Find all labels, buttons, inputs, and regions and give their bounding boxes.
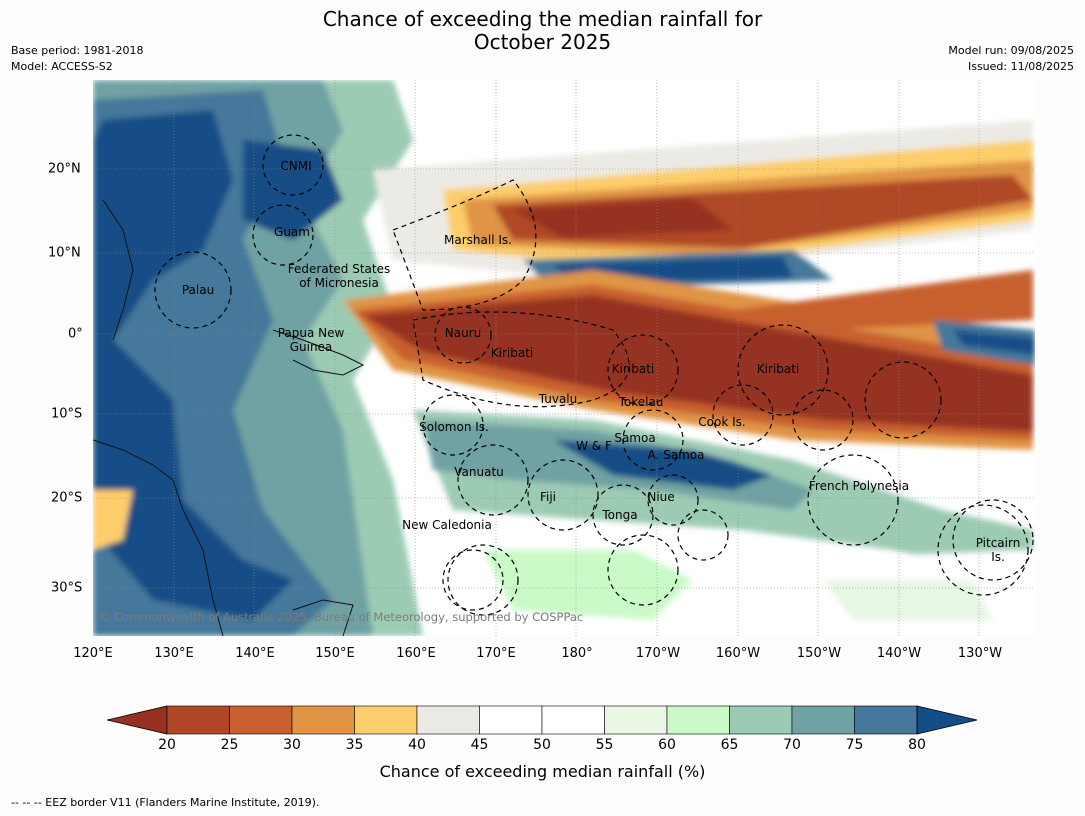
region-label-cnmi: CNMI xyxy=(280,159,312,173)
lon-label: 120°E xyxy=(73,646,113,661)
region-label-png-2: Guinea xyxy=(289,340,333,354)
rainfall-map xyxy=(93,80,1035,636)
lat-label: 20°N xyxy=(48,161,81,177)
colorbar-tick-label: 25 xyxy=(220,737,239,753)
colorbar-cell xyxy=(416,705,480,735)
colorbar-tick-label: 65 xyxy=(720,737,739,753)
lat-label: 0° xyxy=(68,326,83,342)
eez-footnote: -- -- -- EEZ border V11 (Flanders Marine… xyxy=(11,796,320,809)
coastlines xyxy=(93,199,365,636)
base-period: Base period: 1981-2018 xyxy=(11,44,144,57)
lat-label: 20°S xyxy=(51,490,83,506)
lon-label: 130°W xyxy=(957,646,1003,661)
colorbar xyxy=(107,705,978,735)
region-label-tonga: Tonga xyxy=(602,508,638,522)
colorbar-cell xyxy=(729,705,793,735)
colorbar-cell xyxy=(479,705,543,735)
region-label-samoa: Samoa xyxy=(614,431,656,445)
map-title: Chance of exceeding the median rainfall … xyxy=(0,8,1085,54)
colorbar-max-arrow xyxy=(916,705,978,735)
region-label-tokelau: Tokelau xyxy=(618,395,664,409)
region-label-wf: W & F xyxy=(576,439,612,453)
lon-label: 150°E xyxy=(315,646,355,661)
model-run: Model run: 09/08/2025 xyxy=(948,44,1074,57)
colorbar-tick-label: 45 xyxy=(470,737,489,753)
colorbar-tick-label: 70 xyxy=(783,737,801,753)
region-label-pitcairn-2: Is. xyxy=(991,550,1005,564)
colorbar-tick-label: 40 xyxy=(408,737,426,753)
region-label-pitcairn-1: Pitcairn xyxy=(975,536,1021,550)
colorbar-cell xyxy=(604,705,668,735)
colorbar-min-arrow xyxy=(107,705,168,735)
region-label-solomon: Solomon Is. xyxy=(419,420,489,434)
lat-label: 30°S xyxy=(51,580,83,596)
colorbar-tick-label: 50 xyxy=(533,737,551,753)
copyright-notice: © Commonwealth of Australia 2025, Bureau… xyxy=(99,610,584,624)
region-label-fsm-2: of Micronesia xyxy=(299,276,379,290)
region-label-nauru: Nauru xyxy=(444,326,482,340)
lon-label: 170°E xyxy=(476,646,516,661)
region-label-french-polynesia: French Polynesia xyxy=(808,479,910,493)
probability-field xyxy=(93,80,1035,636)
lon-label: 150°W xyxy=(796,646,842,661)
region-label-vanuatu: Vanuatu xyxy=(454,465,504,479)
colorbar-cell xyxy=(291,705,355,735)
region-label-asamoa: A. Samoa xyxy=(647,448,705,462)
title-line-1: Chance of exceeding the median rainfall … xyxy=(322,7,763,31)
colorbar-cells xyxy=(107,705,978,735)
region-label-tuvalu: Tuvalu xyxy=(538,392,578,406)
colorbar-tick-label: 20 xyxy=(158,737,176,753)
colorbar-label: Chance of exceeding median rainfall (%) xyxy=(379,762,706,781)
region-label-kiribati-1: Kiribati xyxy=(490,346,534,360)
graticule xyxy=(93,80,1035,636)
colorbar-cell xyxy=(541,705,605,735)
colorbar-tick-label: 80 xyxy=(908,737,926,753)
model-name: Model: ACCESS-S2 xyxy=(11,60,113,73)
lon-label: 140°W xyxy=(876,646,922,661)
region-label-cook: Cook Is. xyxy=(698,415,746,429)
colorbar-cell xyxy=(666,705,730,735)
colorbar-cell xyxy=(229,705,293,735)
colorbar-cell xyxy=(354,705,418,735)
colorbar-cell xyxy=(854,705,918,735)
colorbar-tick-label: 60 xyxy=(658,737,676,753)
model-info: Base period: 1981-2018 Model: ACCESS-S2 xyxy=(11,43,143,75)
region-label-kiribati-3: Kiribati xyxy=(756,362,800,376)
region-label-kiribati-2: Kiribati xyxy=(611,362,655,376)
colorbar-tick-label: 35 xyxy=(345,737,364,753)
region-label-guam: Guam xyxy=(274,225,310,239)
region-label-new-caledonia: New Caledonia xyxy=(402,518,492,532)
lat-label: 10°S xyxy=(51,406,83,422)
title-line-2: October 2025 xyxy=(473,30,612,54)
region-label-fsm-1: Federated States xyxy=(287,262,391,276)
lat-label: 10°N xyxy=(48,245,81,261)
map-canvas xyxy=(93,80,1035,636)
lon-label: 130°E xyxy=(154,646,194,661)
lon-label: 160°W xyxy=(715,646,761,661)
region-label-png-1: Papua New xyxy=(277,326,345,340)
run-info: Model run: 09/08/2025 Issued: 11/08/2025 xyxy=(948,43,1074,75)
region-label-fiji: Fiji xyxy=(539,490,557,504)
lon-label: 140°E xyxy=(235,646,275,661)
eez-borders xyxy=(154,134,1034,616)
region-label-marshall: Marshall Is. xyxy=(444,233,512,247)
issued-date: Issued: 11/08/2025 xyxy=(967,60,1074,73)
colorbar-cell xyxy=(791,705,855,735)
region-label-palau: Palau xyxy=(181,283,215,297)
colorbar-tick-label: 55 xyxy=(595,737,614,753)
region-label-niue: Niue xyxy=(647,490,675,504)
colorbar-cell xyxy=(166,705,230,735)
colorbar-tick-label: 30 xyxy=(283,737,301,753)
lon-label: 170°W xyxy=(635,646,681,661)
lon-label: 180° xyxy=(561,646,593,661)
lon-label: 160°E xyxy=(396,646,436,661)
colorbar-tick-label: 75 xyxy=(845,737,864,753)
